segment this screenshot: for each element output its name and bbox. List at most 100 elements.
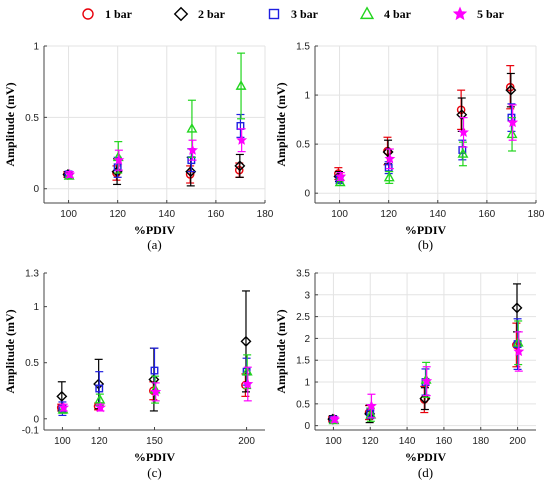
- y-tick-label: 0.5: [25, 358, 39, 369]
- legend-marker-1-bar: [82, 8, 94, 20]
- y-axis-label: Amplitude (mV): [274, 309, 288, 393]
- x-tick-label: 200: [238, 436, 255, 447]
- data-point: [329, 413, 341, 425]
- y-tick-label: 2: [304, 334, 310, 345]
- plot-area: [315, 46, 536, 203]
- data-point: [457, 148, 469, 158]
- x-tick-label: 160: [479, 209, 496, 220]
- data-point: [185, 166, 197, 178]
- x-tick-label: 180: [257, 209, 274, 220]
- y-tick-label: 0.5: [25, 113, 39, 124]
- x-axis-label: %PDIV: [134, 223, 176, 237]
- data-point: [511, 302, 523, 314]
- x-tick-label: 120: [91, 436, 108, 447]
- y-axis-label: Amplitude (mV): [3, 309, 17, 393]
- x-tick-label: 100: [54, 436, 71, 447]
- data-point: [384, 153, 396, 164]
- data-point: [383, 171, 395, 182]
- legend-label-3-bar: 3 bar: [291, 7, 319, 21]
- data-point: [236, 134, 248, 145]
- x-axis-label: %PDIV: [405, 223, 447, 237]
- legend-item-5-bar: 5 bar: [452, 6, 505, 21]
- y-tick-label: 1: [304, 91, 310, 102]
- plot-area: [44, 46, 265, 203]
- chart-panel-a: 100 120 140 160 180 0 0.5 1 %PDIV Amplitude (mV) (…: [3, 42, 274, 253]
- data-point: [506, 128, 518, 139]
- legend-marker-4-bar: [359, 6, 375, 20]
- series-5-bar: [329, 331, 525, 425]
- series-5-bar: [58, 366, 254, 413]
- x-tick-label: 200: [509, 436, 526, 447]
- data-point: [64, 168, 76, 180]
- y-tick-label: 0.5: [296, 399, 310, 410]
- legend-label-5-bar: 5 bar: [477, 7, 505, 21]
- data-point: [113, 154, 125, 165]
- data-point: [458, 126, 469, 137]
- x-axis-label: %PDIV: [134, 450, 176, 464]
- panel-caption: (c): [147, 465, 161, 480]
- y-axis-label: Amplitude (mV): [3, 82, 17, 166]
- x-tick-label: 140: [429, 209, 446, 220]
- legend-item-2-bar: 2 bar: [173, 6, 226, 22]
- y-tick-label: 2.5: [296, 312, 310, 323]
- x-tick-label: 120: [362, 436, 379, 447]
- legend-marker-5-bar: [452, 6, 468, 21]
- y-tick-label: 1: [304, 378, 310, 389]
- y-tick-label: 1.5: [296, 356, 310, 367]
- data-point: [456, 109, 468, 121]
- y-tick-label: 0.5: [296, 140, 310, 151]
- x-tick-label: 160: [436, 436, 453, 447]
- chart-panel-b: 100 120 140 160 180 0 0.5 1 1.5 %PDIV Amplitude (m…: [274, 42, 545, 253]
- x-tick-label: 140: [158, 209, 175, 220]
- x-tick-label: 120: [380, 209, 397, 220]
- legend-item-4-bar: 4 bar: [359, 6, 412, 21]
- panel-caption: (a): [147, 237, 161, 252]
- data-point: [235, 80, 247, 90]
- legend-label-1-bar: 1 bar: [105, 7, 133, 21]
- data-point: [150, 386, 162, 397]
- data-point: [56, 390, 68, 402]
- x-tick-label: 140: [399, 436, 416, 447]
- data-point: [95, 401, 106, 413]
- x-tick-label: 120: [109, 209, 126, 220]
- data-point: [507, 116, 519, 128]
- data-point: [240, 335, 252, 347]
- series-5-bar: [335, 104, 519, 182]
- chart-panel-c: 100 120 150 200 -0.10 0.5 1 1.3 %PDIV Amplitude (…: [3, 269, 265, 480]
- y-tick-label: 1: [33, 302, 39, 313]
- data-point: [186, 122, 198, 133]
- data-point: [334, 176, 346, 187]
- chart-panel-d: 100 120 140 160 180 200 0 0.5 1 1.5 2 2.5 3 3.5 %PDIV A…: [274, 269, 536, 480]
- legend: 1 bar 2 bar 3 bar 4 bar 5 bar: [82, 6, 505, 22]
- data-point: [187, 144, 198, 155]
- series-5-bar: [64, 128, 248, 180]
- y-tick-label: 3.5: [296, 269, 310, 280]
- data-point: [234, 160, 246, 172]
- x-tick-label: 100: [325, 436, 342, 447]
- y-axis-label: Amplitude (mV): [274, 82, 288, 166]
- data-point: [58, 401, 70, 413]
- data-point: [366, 400, 377, 411]
- legend-label-2-bar: 2 bar: [198, 7, 226, 21]
- y-tick-label: 1.5: [296, 42, 310, 53]
- data-point: [95, 384, 104, 393]
- x-tick-label: 100: [331, 209, 348, 220]
- x-tick-label: 100: [60, 209, 77, 220]
- data-point: [513, 345, 525, 357]
- x-tick-label: 180: [472, 436, 489, 447]
- panel-caption: (d): [418, 465, 433, 480]
- y-tick-label: 3: [304, 290, 310, 301]
- data-point: [94, 393, 106, 404]
- x-tick-label: 180: [528, 209, 545, 220]
- y-tick-label: 0: [304, 189, 310, 200]
- y-tick-label: 1: [33, 42, 39, 53]
- x-tick-label: 160: [208, 209, 225, 220]
- data-point: [421, 375, 433, 386]
- legend-item-3-bar: 3 bar: [268, 7, 319, 21]
- panels: 100 120 140 160 180 0 0.5 1 %PDIV Amplitude (mV) (…: [3, 42, 545, 481]
- data-point: [150, 366, 159, 375]
- x-tick-label: 150: [146, 436, 163, 447]
- data-point: [242, 378, 254, 389]
- data-point: [382, 146, 394, 158]
- legend-label-4-bar: 4 bar: [384, 7, 412, 21]
